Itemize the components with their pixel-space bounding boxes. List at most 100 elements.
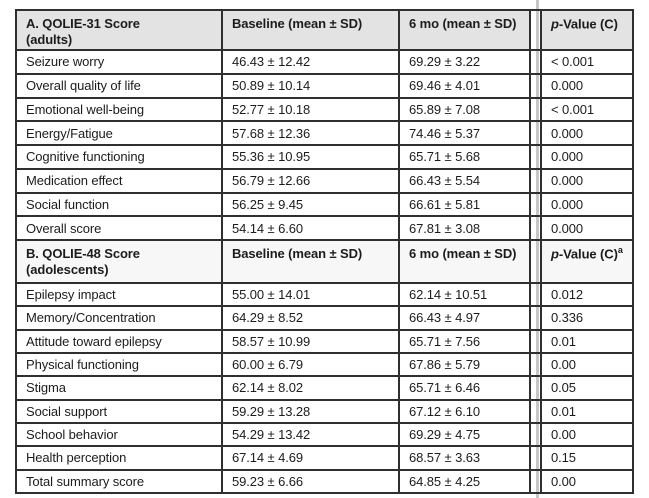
six-mo-header-label: 6 mo (mean ± SD) xyxy=(409,16,517,31)
column-seam xyxy=(531,424,540,448)
row-label-cell: Memory/Concentration xyxy=(15,307,223,331)
six-mo-value-cell: 66.43 ± 5.54 xyxy=(400,169,531,194)
baseline-header-cell: Baseline (mean ± SD) xyxy=(223,9,400,51)
baseline-value-cell: 58.57 ± 10.99 xyxy=(223,330,400,354)
column-seam xyxy=(531,122,540,146)
baseline-value-cell: 59.23 ± 6.66 xyxy=(223,470,400,494)
baseline-value-cell: 52.77 ± 10.18 xyxy=(223,98,400,123)
p-value-cell: 0.01 xyxy=(540,330,634,354)
table-row: Attitude toward epilepsy 58.57 ± 10.99 6… xyxy=(15,330,634,354)
table-row: Medication effect 56.79 ± 12.66 66.43 ± … xyxy=(15,169,634,194)
six-mo-value-cell: 74.46 ± 5.37 xyxy=(400,122,531,146)
p-value-cell: 0.000 xyxy=(540,217,634,241)
table-row: Memory/Concentration 64.29 ± 8.52 66.43 … xyxy=(15,307,634,331)
row-label-cell: Attitude toward epilepsy xyxy=(15,330,223,354)
baseline-header-label: Baseline (mean ± SD) xyxy=(232,246,363,261)
six-mo-header-cell: 6 mo (mean ± SD) xyxy=(400,9,531,51)
table-row: Social function 56.25 ± 9.45 66.61 ± 5.8… xyxy=(15,193,634,218)
row-label-cell: Physical functioning xyxy=(15,353,223,378)
six-mo-value-cell: 67.12 ± 6.10 xyxy=(400,400,531,424)
baseline-value-cell: 56.25 ± 9.45 xyxy=(223,193,400,218)
baseline-value-cell: 60.00 ± 6.79 xyxy=(223,353,400,378)
six-mo-value-cell: 69.46 ± 4.01 xyxy=(400,74,531,99)
column-seam xyxy=(531,170,540,194)
row-label-cell: Overall quality of life xyxy=(15,74,223,99)
row-label-cell: Social support xyxy=(15,400,223,424)
section-title-cell: B. QOLIE-48 Score (adolescents) xyxy=(15,241,223,284)
row-label-cell: Social function xyxy=(15,193,223,218)
column-seam xyxy=(531,377,540,401)
baseline-value-cell: 54.29 ± 13.42 xyxy=(223,423,400,448)
table-row: Cognitive functioning 55.36 ± 10.95 65.7… xyxy=(15,146,634,170)
table-row: Physical functioning 60.00 ± 6.79 67.86 … xyxy=(15,353,634,378)
scan-artifact-line xyxy=(536,0,539,498)
six-mo-header-label: 6 mo (mean ± SD) xyxy=(409,246,517,261)
six-mo-value-cell: 65.71 ± 7.56 xyxy=(400,330,531,354)
table-row: Social support 59.29 ± 13.28 67.12 ± 6.1… xyxy=(15,400,634,424)
p-value-cell: 0.000 xyxy=(540,193,634,218)
baseline-value-cell: 54.14 ± 6.60 xyxy=(223,217,400,241)
table-row: School behavior 54.29 ± 13.42 69.29 ± 4.… xyxy=(15,423,634,448)
column-seam xyxy=(531,401,540,424)
baseline-value-cell: 46.43 ± 12.42 xyxy=(223,51,400,75)
p-value-cell: 0.00 xyxy=(540,353,634,378)
column-seam xyxy=(531,75,540,99)
six-mo-value-cell: 69.29 ± 3.22 xyxy=(400,51,531,75)
section-title-cell: A. QOLIE-31 Score (adults) xyxy=(15,9,223,51)
row-label-cell: Energy/Fatigue xyxy=(15,122,223,146)
row-label-cell: Medication effect xyxy=(15,169,223,194)
p-value-cell: 0.012 xyxy=(540,284,634,308)
p-value-cell: 0.000 xyxy=(540,122,634,146)
row-label-cell: Health perception xyxy=(15,447,223,471)
column-seam xyxy=(531,217,540,241)
row-label-cell: Emotional well-being xyxy=(15,98,223,123)
qolie-score-table: A. QOLIE-31 Score (adults) Baseline (mea… xyxy=(15,9,634,494)
column-seam xyxy=(531,471,540,494)
table-row: Overall score 54.14 ± 6.60 67.81 ± 3.08 … xyxy=(15,217,634,241)
baseline-value-cell: 59.29 ± 13.28 xyxy=(223,400,400,424)
column-seam xyxy=(531,331,540,354)
p-value-header-label: p-Value (C) xyxy=(551,16,618,32)
section-header-row: A. QOLIE-31 Score (adults) Baseline (mea… xyxy=(15,9,634,51)
p-value-cell: 0.00 xyxy=(540,423,634,448)
table-row: Energy/Fatigue 57.68 ± 12.36 74.46 ± 5.3… xyxy=(15,122,634,146)
row-label-cell: Seizure worry xyxy=(15,51,223,75)
baseline-value-cell: 55.00 ± 14.01 xyxy=(223,284,400,308)
six-mo-value-cell: 67.86 ± 5.79 xyxy=(400,353,531,378)
p-value-header-label: p-Value (C)a xyxy=(551,245,623,262)
six-mo-value-cell: 65.71 ± 6.46 xyxy=(400,377,531,401)
column-seam xyxy=(531,9,540,51)
baseline-value-cell: 67.14 ± 4.69 xyxy=(223,447,400,471)
table-row: Total summary score 59.23 ± 6.66 64.85 ±… xyxy=(15,470,634,494)
table-row: Seizure worry 46.43 ± 12.42 69.29 ± 3.22… xyxy=(15,51,634,75)
section-header-row: B. QOLIE-48 Score (adolescents) Baseline… xyxy=(15,241,634,284)
six-mo-value-cell: 65.71 ± 5.68 xyxy=(400,146,531,170)
six-mo-header-cell: 6 mo (mean ± SD) xyxy=(400,241,531,284)
row-label-cell: Epilepsy impact xyxy=(15,284,223,308)
footnote-marker: a xyxy=(617,245,623,255)
six-mo-value-cell: 66.43 ± 4.97 xyxy=(400,307,531,331)
column-seam xyxy=(531,99,540,123)
p-value-cell: 0.05 xyxy=(540,377,634,401)
baseline-header-label: Baseline (mean ± SD) xyxy=(232,16,363,31)
p-value-cell: 0.336 xyxy=(540,307,634,331)
row-label-cell: Total summary score xyxy=(15,470,223,494)
p-value-cell: 0.000 xyxy=(540,74,634,99)
row-label-cell: Cognitive functioning xyxy=(15,146,223,170)
six-mo-value-cell: 69.29 ± 4.75 xyxy=(400,423,531,448)
table-row: Stigma 62.14 ± 8.02 65.71 ± 6.46 0.05 xyxy=(15,377,634,401)
row-label-cell: School behavior xyxy=(15,423,223,448)
six-mo-value-cell: 62.14 ± 10.51 xyxy=(400,284,531,308)
six-mo-value-cell: 68.57 ± 3.63 xyxy=(400,447,531,471)
baseline-value-cell: 57.68 ± 12.36 xyxy=(223,122,400,146)
table-row: Emotional well-being 52.77 ± 10.18 65.89… xyxy=(15,98,634,123)
p-value-header-cell: p-Value (C)a xyxy=(540,241,634,284)
column-seam xyxy=(531,146,540,170)
p-value-cell: < 0.001 xyxy=(540,98,634,123)
p-value-cell: < 0.001 xyxy=(540,51,634,75)
table-row: Epilepsy impact 55.00 ± 14.01 62.14 ± 10… xyxy=(15,284,634,308)
baseline-value-cell: 64.29 ± 8.52 xyxy=(223,307,400,331)
p-value-cell: 0.15 xyxy=(540,447,634,471)
row-label-cell: Overall score xyxy=(15,217,223,241)
